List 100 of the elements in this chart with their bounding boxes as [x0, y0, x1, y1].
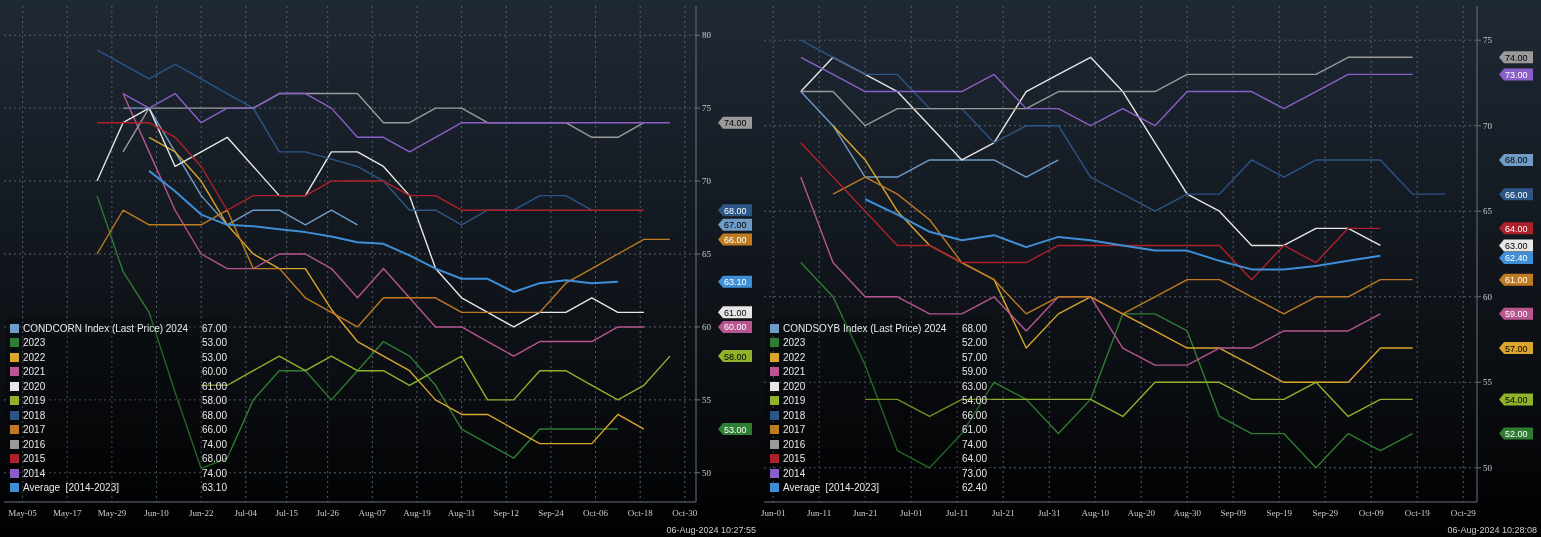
- x-tick-label: Jun-22: [188, 508, 214, 519]
- x-tick-label: Jul-31: [1037, 508, 1061, 519]
- value-tag: 54.00: [1499, 393, 1533, 406]
- annotation: 74.00: [200, 438, 227, 450]
- x-tick-label: Jun-10: [144, 508, 170, 519]
- x-tick-label: Oct-30: [672, 508, 698, 519]
- line-series: [800, 39, 1446, 212]
- legend-label: 2015: [783, 453, 807, 465]
- x-tick-label: Sep-29: [1312, 508, 1339, 519]
- legend-label: 2016: [23, 438, 47, 450]
- value-tag: 64.00: [1499, 222, 1533, 235]
- value-tag: 63.10: [718, 275, 752, 288]
- text: 06-Aug-2024 10:27:55: [666, 525, 756, 535]
- text: 74.00: [201, 467, 227, 479]
- x-tick-label: Sep-12: [493, 508, 520, 519]
- text: 53.00: [201, 351, 227, 363]
- value-tag: 57.00: [1499, 342, 1533, 355]
- x-tick-label: Oct-06: [583, 508, 609, 519]
- x-tick-label: Oct-09: [1358, 508, 1385, 519]
- y-tick-label: 55: [1483, 377, 1493, 388]
- x-tick-label: Jun-21: [852, 508, 878, 519]
- x-tick-label: Aug-19: [403, 508, 432, 519]
- x-tick-label: Aug-31: [447, 508, 476, 519]
- value-tag: 52.00: [1499, 427, 1533, 440]
- annotation: 74.00: [960, 438, 987, 450]
- legend-label: 2020: [23, 380, 47, 392]
- y-tick-label: 70: [1483, 120, 1493, 131]
- legend-label: 2014: [23, 467, 47, 479]
- x-tick-label: Jul-26: [316, 508, 340, 519]
- x-tick-label: Sep-24: [538, 508, 565, 519]
- x-tick-label: Jul-04: [234, 508, 258, 519]
- value-tag: 60.00: [718, 320, 752, 333]
- line-series: [832, 176, 1414, 315]
- x-tick-label: Jul-15: [275, 508, 299, 519]
- value-tag: 68.00: [718, 204, 752, 217]
- text: 68.00: [201, 453, 227, 465]
- legend-label: 2021: [23, 366, 47, 378]
- x-tick-label: May-17: [53, 508, 82, 519]
- value-tag: 61.00: [1499, 273, 1533, 286]
- x-tick-label: Jul-01: [899, 508, 923, 519]
- x-tick-label: May-29: [97, 508, 127, 519]
- legend-label: Average [2014-2023]: [783, 482, 880, 494]
- annotation: 61.00: [960, 424, 987, 436]
- annotation: 63.10: [200, 482, 227, 494]
- legend-label: 2017: [783, 424, 807, 436]
- x-tick-label: Aug-20: [1127, 508, 1156, 519]
- x-tick-label: Oct-19: [1404, 508, 1431, 519]
- legend-label: 2020: [783, 380, 807, 392]
- annotation: 68.00: [200, 409, 227, 421]
- value-tag: 67.00: [718, 218, 752, 231]
- y-tick-label: 60: [1483, 291, 1493, 302]
- annotation: 67.00: [200, 322, 227, 334]
- x-tick-label: Aug-30: [1173, 508, 1202, 519]
- legend-label: CONDCORN Index (Last Price) 2024: [23, 322, 190, 334]
- value-tag: 74.00: [718, 116, 752, 129]
- legend-label: 2016: [783, 438, 807, 450]
- annotation: 62.40: [960, 482, 987, 494]
- value-tag: 59.00: [1499, 307, 1533, 320]
- legend-label: 2019: [23, 395, 47, 407]
- legend-label: 2021: [783, 366, 807, 378]
- legend-label: 2022: [23, 351, 47, 363]
- text: 06-Aug-2024 10:28:08: [1447, 525, 1537, 535]
- x-tick-label: Jul-11: [946, 508, 969, 519]
- value-tag: 61.00: [718, 306, 752, 319]
- legend-label: 2015: [23, 453, 47, 465]
- value-tag: 73.00: [1499, 68, 1533, 81]
- y-tick-label: 50: [1483, 462, 1493, 473]
- x-tick-label: May-05: [8, 508, 38, 519]
- annotation: 66.00: [200, 424, 227, 436]
- line-series: [122, 107, 359, 226]
- x-tick-label: Aug-07: [358, 508, 387, 519]
- line-series: [864, 198, 1382, 271]
- legend-label: CONDSOYB Index (Last Price) 2024: [783, 322, 948, 334]
- legend-label: Average [2014-2023]: [23, 482, 120, 494]
- value-tag: 66.00: [1499, 188, 1533, 201]
- value-tag: 53.00: [718, 423, 752, 436]
- line-series: [96, 122, 645, 211]
- x-tick-label: Jun-11: [807, 508, 832, 519]
- legend-label: 2018: [783, 409, 807, 421]
- annotation: 60.00: [200, 366, 227, 378]
- legend-label: 2018: [23, 409, 47, 421]
- annotation: 73.00: [960, 467, 987, 479]
- legend-label: 2023: [783, 337, 807, 349]
- x-tick-label: Oct-18: [627, 508, 654, 519]
- legend-label: 2022: [783, 351, 807, 363]
- y-tick-label: 65: [702, 249, 712, 260]
- annotation: 64.00: [960, 453, 987, 465]
- value-tag: 66.00: [718, 233, 752, 246]
- line-series: [800, 142, 1382, 281]
- y-tick-label: 50: [702, 468, 712, 479]
- line-series: [96, 49, 593, 226]
- y-tick-label: 65: [1483, 206, 1493, 217]
- line-series: [800, 56, 1414, 127]
- annotation: 53.00: [200, 337, 227, 349]
- x-tick-label: Sep-19: [1266, 508, 1293, 519]
- x-tick-label: Sep-09: [1220, 508, 1247, 519]
- line-series: [148, 169, 619, 293]
- annotation: 63.00: [960, 380, 987, 392]
- value-tag: 58.00: [718, 350, 752, 363]
- x-tick-label: Oct-29: [1450, 508, 1477, 519]
